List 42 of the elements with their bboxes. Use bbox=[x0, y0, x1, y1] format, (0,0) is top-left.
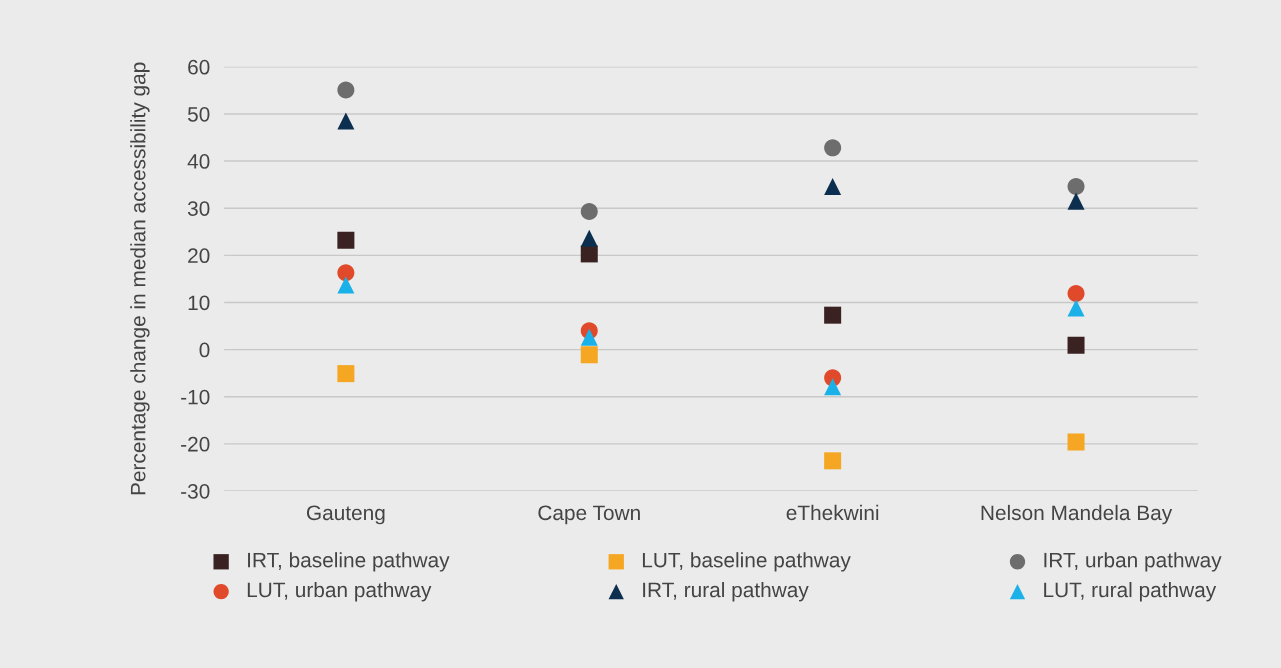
point bbox=[337, 112, 355, 130]
point bbox=[337, 81, 355, 99]
legend-label: IRT, baseline pathway bbox=[248, 552, 450, 572]
point bbox=[824, 139, 842, 157]
y-tick-label: 40 bbox=[187, 154, 210, 169]
y-tick-label: -10 bbox=[181, 389, 210, 405]
point bbox=[824, 378, 842, 396]
point bbox=[337, 365, 355, 383]
point bbox=[337, 276, 355, 294]
point bbox=[1067, 192, 1085, 210]
point bbox=[1067, 178, 1085, 196]
y-tick-label: -30 bbox=[181, 483, 210, 499]
x-tick-label: Nelson Mandela Bay bbox=[981, 504, 1173, 525]
y-tick-label: 50 bbox=[187, 106, 210, 122]
x-tick-label: eThekwini bbox=[786, 504, 879, 521]
legend-label: IRT, urban pathway bbox=[1044, 552, 1222, 572]
y-tick-label: 0 bbox=[199, 342, 210, 358]
point bbox=[1067, 299, 1085, 317]
y-axis-title: Percentage change in median accessibility gap bbox=[130, 62, 150, 495]
point bbox=[1067, 336, 1085, 354]
y-tick-label: -20 bbox=[181, 436, 210, 452]
legend-label: LUT, urban pathway bbox=[247, 581, 432, 602]
point bbox=[824, 306, 842, 324]
point bbox=[824, 452, 842, 470]
point bbox=[580, 229, 598, 247]
legend-label: IRT, rural pathway bbox=[643, 581, 809, 602]
point bbox=[337, 264, 355, 282]
point bbox=[580, 328, 598, 346]
y-tick-label: 10 bbox=[188, 295, 210, 311]
legend-label: LUT, rural pathway bbox=[1044, 581, 1217, 602]
point bbox=[1067, 284, 1085, 303]
point bbox=[1067, 433, 1085, 451]
point bbox=[580, 346, 598, 364]
y-tick-label: 30 bbox=[187, 201, 210, 216]
point bbox=[580, 202, 598, 220]
y-tick-label: 60 bbox=[188, 59, 210, 75]
point bbox=[337, 231, 355, 249]
y-tick-label: 20 bbox=[188, 248, 210, 264]
legend-label: LUT, baseline pathway bbox=[642, 552, 851, 572]
point bbox=[824, 178, 842, 196]
x-tick-label: Cape Town bbox=[538, 505, 640, 525]
x-tick-label: Gauteng bbox=[306, 505, 385, 525]
